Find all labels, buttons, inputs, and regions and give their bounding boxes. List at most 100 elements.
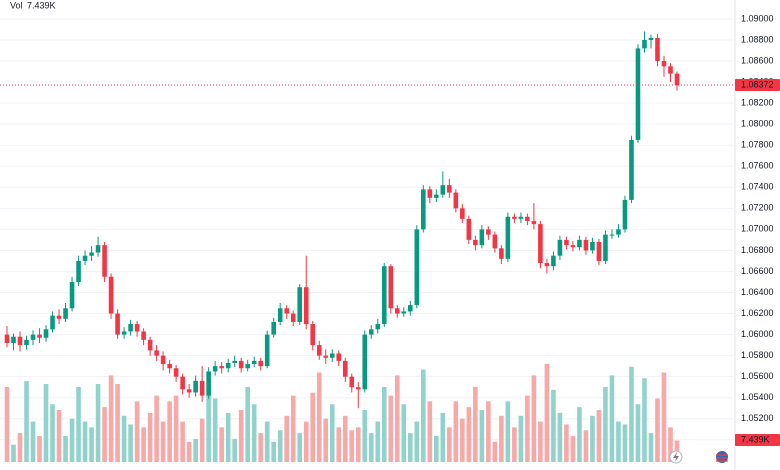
volume-bar — [499, 415, 504, 462]
volume-bar — [661, 372, 667, 462]
volume-bar — [24, 381, 29, 462]
volume-bar — [668, 427, 673, 462]
volume-bar — [17, 433, 23, 462]
volume-bar — [473, 386, 478, 462]
candle-body — [115, 313, 120, 335]
candle-body — [108, 276, 114, 314]
y-tick-label: 1.08600 — [741, 55, 774, 65]
candle-body — [342, 360, 348, 377]
candle-body — [427, 189, 433, 198]
volume-bar — [375, 421, 381, 462]
candle-body — [499, 248, 504, 259]
candle-body — [564, 239, 569, 246]
candle-body — [30, 334, 36, 340]
candle-body — [440, 185, 446, 195]
volume-bar — [69, 418, 75, 462]
volume-bar — [108, 375, 114, 462]
lightning-glyph — [673, 452, 679, 462]
candle-body — [238, 360, 244, 369]
volume-bar — [297, 433, 303, 462]
volume-bar — [180, 421, 185, 462]
volume-bar — [329, 404, 335, 462]
volume-bar — [564, 424, 569, 462]
candles — [4, 31, 680, 409]
volume-bar — [427, 401, 433, 462]
volume-bar — [551, 389, 556, 462]
candle-body — [102, 245, 107, 277]
candle-body — [421, 189, 426, 230]
candle-body — [414, 229, 420, 306]
candle-body — [63, 308, 68, 319]
last-price-label: 1.08372 — [741, 79, 774, 89]
candle-body — [381, 266, 387, 325]
y-tick-label: 1.05400 — [741, 392, 774, 402]
candle-body — [329, 353, 335, 358]
volume-bar — [89, 427, 94, 462]
volume-bar — [414, 421, 420, 462]
candle-body — [24, 339, 29, 346]
volume-bar — [115, 384, 120, 462]
candle-body — [362, 334, 368, 390]
candle-body — [434, 194, 439, 198]
candle-body — [37, 334, 42, 338]
candle-body — [551, 255, 556, 267]
candle-body — [570, 245, 576, 248]
volume-bar — [401, 404, 407, 462]
candle-body — [531, 220, 537, 225]
y-tick-label: 1.07600 — [741, 161, 774, 171]
volume-bar — [160, 421, 166, 462]
y-tick-label: 1.05800 — [741, 350, 774, 360]
candle-body — [544, 263, 550, 267]
last-volume-badge — [735, 434, 780, 446]
candle-body — [336, 353, 342, 361]
volume-bar — [206, 386, 211, 462]
volume-bar — [421, 369, 426, 462]
candle-body — [622, 199, 628, 230]
last-price-badge — [735, 79, 780, 92]
candle-body — [355, 387, 361, 390]
volume-bar — [492, 441, 498, 462]
candle-body — [76, 260, 81, 282]
candle-body — [368, 329, 374, 335]
y-tick-label: 1.07200 — [741, 203, 774, 213]
last-volume-label: 7.439K — [741, 434, 770, 444]
volume-bar — [603, 386, 608, 462]
volume-bar — [43, 384, 49, 462]
candle-body — [4, 334, 10, 344]
volume-bar — [655, 398, 660, 462]
candle-body — [147, 339, 153, 351]
candle-body — [323, 355, 329, 358]
volume-bar — [622, 424, 628, 462]
volume-bar — [518, 415, 524, 462]
volume-bar — [440, 412, 446, 462]
candle-body — [375, 324, 381, 330]
volume-bar — [167, 401, 172, 462]
candle-body — [271, 321, 276, 335]
volume-bar — [264, 421, 270, 462]
candle-body — [616, 229, 621, 235]
candle-body — [43, 329, 49, 338]
candle-body — [219, 366, 224, 369]
candle-body — [82, 255, 88, 261]
candle-body — [193, 380, 198, 393]
candle-body — [277, 308, 283, 322]
volume-bar — [538, 421, 543, 462]
candle-body — [95, 245, 101, 253]
volume-bar — [134, 401, 140, 462]
volume-bar — [381, 386, 387, 462]
volume-bar — [154, 395, 159, 462]
candle-body — [212, 366, 218, 372]
candle-body — [167, 364, 172, 369]
price-axis: 1.050001.052001.054001.056001.058001.060… — [741, 13, 774, 444]
y-tick-label: 1.08800 — [741, 34, 774, 44]
volume-bar — [128, 424, 133, 462]
volume-bar — [37, 436, 42, 462]
candle-body — [160, 355, 166, 365]
volume-bar — [486, 401, 491, 462]
volume-bar — [453, 401, 459, 462]
volume-bar — [609, 375, 615, 462]
flag-icon[interactable] — [716, 451, 728, 463]
volume-pane — [4, 363, 680, 462]
y-tick-label: 1.06600 — [741, 266, 774, 276]
